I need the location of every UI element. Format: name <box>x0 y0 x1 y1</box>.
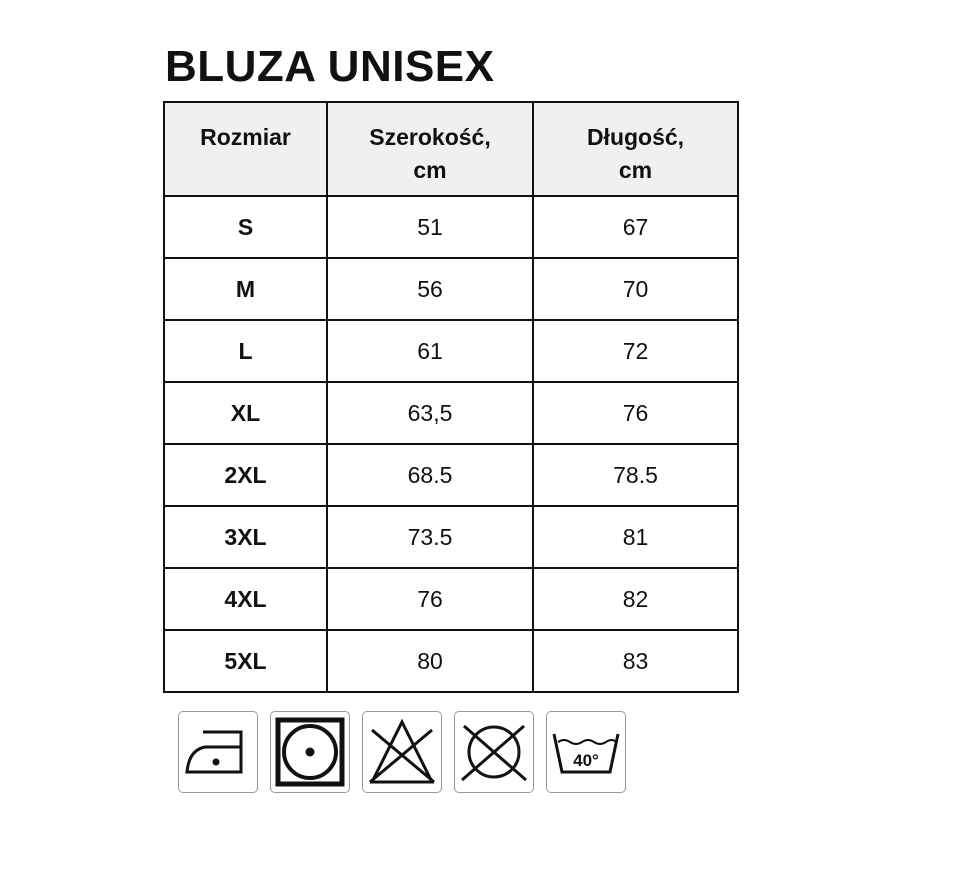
size-cell: 2XL <box>163 443 328 507</box>
length-cell: 82 <box>532 567 739 631</box>
length-cell: 81 <box>532 505 739 569</box>
size-cell: L <box>163 319 328 383</box>
table-row: XL 63,5 76 <box>163 381 739 445</box>
size-cell: M <box>163 257 328 321</box>
header-unit: cm <box>413 157 447 183</box>
header-text: Długość, <box>586 124 685 150</box>
care-icons: 40° <box>178 711 626 793</box>
wash-40-icon: 40° <box>546 711 626 793</box>
width-cell: 80 <box>326 629 534 693</box>
width-cell: 61 <box>326 319 534 383</box>
length-cell: 78.5 <box>532 443 739 507</box>
size-cell: XL <box>163 381 328 445</box>
length-cell: 76 <box>532 381 739 445</box>
length-cell: 83 <box>532 629 739 693</box>
wash-temp-label: 40° <box>573 751 599 770</box>
do-not-dry-clean-icon <box>454 711 534 793</box>
length-cell: 72 <box>532 319 739 383</box>
size-cell: S <box>163 195 328 259</box>
table-row: M 56 70 <box>163 257 739 321</box>
header-length: Długość, cm <box>532 101 739 197</box>
table-row: 3XL 73.5 81 <box>163 505 739 569</box>
width-cell: 51 <box>326 195 534 259</box>
width-cell: 68.5 <box>326 443 534 507</box>
length-cell: 70 <box>532 257 739 321</box>
iron-low-heat-icon <box>178 711 258 793</box>
width-cell: 63,5 <box>326 381 534 445</box>
header-text: Rozmiar <box>200 124 291 150</box>
table-row: S 51 67 <box>163 195 739 259</box>
table-header-row: Rozmiar Szerokość, cm Długość, cm <box>163 101 739 197</box>
length-cell: 67 <box>532 195 739 259</box>
table-row: 2XL 68.5 78.5 <box>163 443 739 507</box>
do-not-bleach-icon <box>362 711 442 793</box>
size-table: Rozmiar Szerokość, cm Długość, cm S 51 67 M 56… <box>163 101 739 693</box>
header-text: Szerokość, <box>369 124 491 150</box>
header-width: Szerokość, cm <box>326 101 534 197</box>
size-cell: 5XL <box>163 629 328 693</box>
tumble-dry-icon <box>270 711 350 793</box>
size-cell: 3XL <box>163 505 328 569</box>
table-row: 5XL 80 83 <box>163 629 739 693</box>
table-row: L 61 72 <box>163 319 739 383</box>
size-cell: 4XL <box>163 567 328 631</box>
table-row: 4XL 76 82 <box>163 567 739 631</box>
header-unit: cm <box>618 157 653 183</box>
page-title: BLUZA UNISEX <box>165 42 495 91</box>
width-cell: 73.5 <box>326 505 534 569</box>
width-cell: 56 <box>326 257 534 321</box>
header-size: Rozmiar <box>163 101 328 197</box>
width-cell: 76 <box>326 567 534 631</box>
